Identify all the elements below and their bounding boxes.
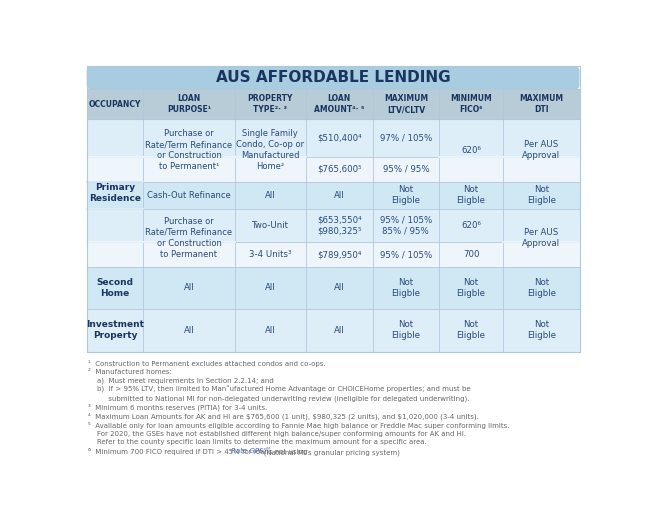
Text: Primary
Residence: Primary Residence: [89, 183, 141, 203]
Text: Single Family
Condo, Co-op or
Manufactured
Home²: Single Family Condo, Co-op or Manufactur…: [236, 129, 304, 171]
Text: Not
Eligble: Not Eligble: [391, 320, 421, 340]
Text: Rate GPSˢᴹ: Rate GPSˢᴹ: [231, 448, 270, 454]
Text: 95% / 95%: 95% / 95%: [382, 165, 429, 174]
Text: MAXIMUM
LTV/CLTV: MAXIMUM LTV/CLTV: [384, 94, 428, 114]
Text: ⁴  Maximum Loan Amounts for AK and HI are $765,600 (1 unit), $980,325 (2 units),: ⁴ Maximum Loan Amounts for AK and HI are…: [88, 413, 479, 421]
Text: $789,950⁴: $789,950⁴: [317, 250, 361, 259]
Text: Not
Eligble: Not Eligble: [456, 185, 486, 205]
Text: 620⁶: 620⁶: [461, 221, 481, 230]
Text: Investment
Property: Investment Property: [86, 320, 144, 340]
Text: Two-Unit: Two-Unit: [252, 221, 289, 230]
Text: Not
Eligble: Not Eligble: [456, 278, 486, 298]
Text: ˢᴹ (National MI’s granular pricing system): ˢᴹ (National MI’s granular pricing syste…: [255, 448, 400, 456]
Text: $765,600⁵: $765,600⁵: [317, 165, 361, 174]
Text: a)  Must meet requirements in Section 2.2.14; and: a) Must meet requirements in Section 2.2…: [88, 377, 274, 384]
Text: 700: 700: [463, 250, 479, 259]
Text: Cash-Out Refinance: Cash-Out Refinance: [147, 191, 231, 200]
Bar: [86, 309, 580, 352]
Text: ⁵  Available only for loan amounts eligible according to Fannie Mae high balance: ⁵ Available only for loan amounts eligib…: [88, 422, 510, 428]
Text: Not
Eligble: Not Eligble: [391, 278, 421, 298]
Text: LOAN
AMOUNT⁴· ⁵: LOAN AMOUNT⁴· ⁵: [314, 94, 365, 114]
Text: All: All: [334, 284, 345, 292]
Text: Not
Eligble: Not Eligble: [527, 185, 556, 205]
Text: Purchase or
Rate/Term Refinance
or Construction
to Permanent¹: Purchase or Rate/Term Refinance or Const…: [146, 129, 233, 171]
Text: submitted to National MI for non-delegated underwriting review (ineligible for d: submitted to National MI for non-delegat…: [88, 395, 470, 402]
Text: ²  Manufactured homes:: ² Manufactured homes:: [88, 368, 172, 375]
Text: ¹  Construction to Permanent excludes attached condos and co-ops.: ¹ Construction to Permanent excludes att…: [88, 360, 326, 367]
Text: 3-4 Units³: 3-4 Units³: [249, 250, 292, 259]
Text: $653,550⁴
$980,325⁵: $653,550⁴ $980,325⁵: [317, 216, 361, 236]
Text: MINIMUM
FICO⁶: MINIMUM FICO⁶: [450, 94, 492, 114]
Text: Purchase or
Rate/Term Refinance
or Construction
to Permanent: Purchase or Rate/Term Refinance or Const…: [146, 217, 233, 259]
Text: $510,400⁴: $510,400⁴: [317, 133, 361, 142]
Bar: [86, 157, 580, 182]
Text: 95% / 105%: 95% / 105%: [380, 250, 432, 259]
Text: 620⁶: 620⁶: [461, 145, 481, 155]
Bar: [86, 267, 580, 309]
Bar: [86, 90, 580, 119]
Text: Not
Eligble: Not Eligble: [456, 320, 486, 340]
Text: All: All: [184, 284, 194, 292]
Text: For 2020, the GSEs have not established different high balance/super conforming : For 2020, the GSEs have not established …: [88, 431, 467, 436]
Text: AUS AFFORDABLE LENDING: AUS AFFORDABLE LENDING: [216, 71, 450, 85]
FancyBboxPatch shape: [86, 66, 580, 90]
Text: Per AUS
Approval: Per AUS Approval: [522, 140, 560, 160]
Text: b)  If > 95% LTV, then limited to Manʺufactured Home Advantage or CHOICEHome pro: b) If > 95% LTV, then limited to Manʺufa…: [88, 386, 471, 394]
Text: PROPERTY
TYPE²· ³: PROPERTY TYPE²· ³: [248, 94, 293, 114]
Text: Refer to the county specific loan limits to determine the maximum amount for a s: Refer to the county specific loan limits…: [88, 440, 427, 445]
Text: 95% / 105%
85% / 95%: 95% / 105% 85% / 95%: [380, 216, 432, 236]
Text: All: All: [265, 326, 276, 335]
Text: ⁶  Minimum 700 FICO required if DTI > 45% for loans not using: ⁶ Minimum 700 FICO required if DTI > 45%…: [88, 448, 310, 455]
Text: Second
Home: Second Home: [97, 278, 133, 298]
Text: All: All: [265, 284, 276, 292]
Text: All: All: [334, 326, 345, 335]
Text: All: All: [265, 191, 276, 200]
Text: All: All: [334, 191, 345, 200]
Text: 97% / 105%: 97% / 105%: [380, 133, 432, 142]
Bar: [86, 209, 580, 242]
Text: MAXIMUM
DTI: MAXIMUM DTI: [519, 94, 564, 114]
Text: Not
Eligble: Not Eligble: [391, 185, 421, 205]
Text: OCCUPANCY: OCCUPANCY: [89, 100, 141, 109]
Text: All: All: [184, 326, 194, 335]
Bar: [86, 119, 580, 157]
Text: LOAN
PURPOSE¹: LOAN PURPOSE¹: [167, 94, 211, 114]
Bar: [86, 242, 580, 267]
Text: Per AUS
Approval: Per AUS Approval: [522, 228, 560, 248]
Text: Not
Eligble: Not Eligble: [527, 278, 556, 298]
Bar: [86, 182, 580, 209]
Text: Not
Eligble: Not Eligble: [527, 320, 556, 340]
Text: ³  Minimum 6 months reserves (PITIA) for 3-4 units.: ³ Minimum 6 months reserves (PITIA) for …: [88, 404, 268, 412]
